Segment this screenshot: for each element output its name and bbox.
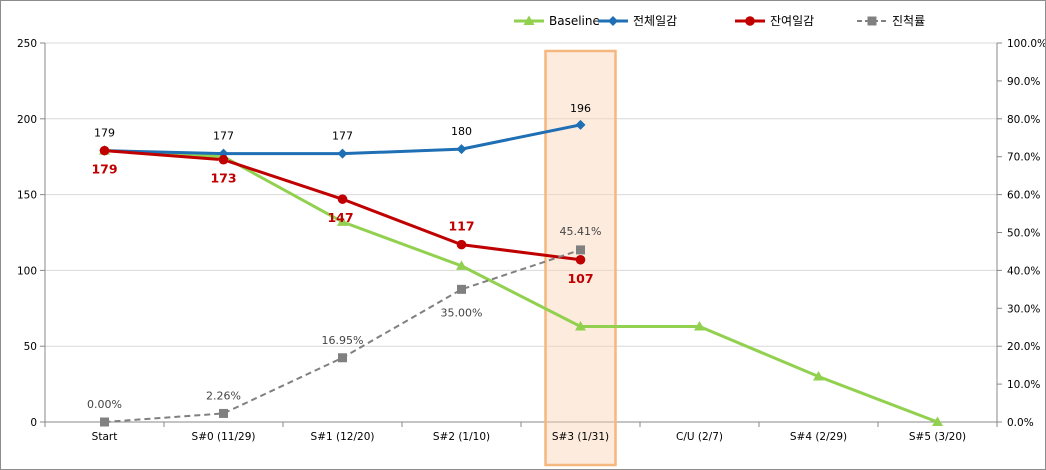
square-marker xyxy=(219,408,228,418)
y-tick-label: 200 xyxy=(17,114,37,126)
data-label: 177 xyxy=(332,130,353,143)
triangle-marker xyxy=(575,320,586,331)
triangle-marker xyxy=(694,320,705,331)
triangle-marker xyxy=(932,416,943,426)
x-tick-label: S#2 (1/10) xyxy=(433,431,490,443)
square-marker xyxy=(576,245,585,255)
circle-marker xyxy=(456,239,467,250)
square-marker xyxy=(867,16,877,26)
circle-marker xyxy=(99,145,110,156)
square-marker xyxy=(457,284,466,294)
triangle-marker xyxy=(813,371,824,381)
data-label: 45.41% xyxy=(560,225,602,238)
data-label: 107 xyxy=(567,271,593,286)
circle-marker xyxy=(218,154,229,165)
data-label: 0.00% xyxy=(87,398,122,411)
gridlines xyxy=(45,42,997,423)
y2-tick-label: 60.0% xyxy=(1007,190,1040,202)
series-markers xyxy=(99,119,943,427)
y-tick-label: 50 xyxy=(24,341,37,353)
x-tick-label: S#4 (2/29) xyxy=(790,431,847,443)
series-lines xyxy=(104,123,939,424)
circle-marker xyxy=(745,16,755,26)
data-label: 196 xyxy=(570,102,591,115)
y2-tick-label: 70.0% xyxy=(1007,152,1040,164)
y2-tick-label: 100.0% xyxy=(1007,38,1045,50)
data-label: 179 xyxy=(91,162,117,177)
legend: Baseline 전체일감 잔여일감 진척률 xyxy=(514,14,925,28)
y2-tick-label: 10.0% xyxy=(1007,379,1040,391)
diamond-marker xyxy=(456,144,467,155)
y2-tick-label: 50.0% xyxy=(1007,228,1040,240)
y-tick-label: 100 xyxy=(17,265,37,277)
axes: 0 50 100 150 200 250 0.0% 10.0% 20.0% 30.0% 40.0% 5… xyxy=(17,38,1045,443)
data-label: 16.95% xyxy=(322,334,364,347)
circle-marker xyxy=(337,194,348,204)
legend-label: 전체일감 xyxy=(633,14,677,28)
y-tick-label: 150 xyxy=(17,190,37,202)
x-tick-label: C/U (2/7) xyxy=(676,431,723,443)
data-label: 180 xyxy=(451,125,472,138)
triangle-marker xyxy=(523,15,535,25)
x-tick-label: Start xyxy=(92,431,118,443)
x-tick-label: S#1 (12/20) xyxy=(311,431,375,443)
data-label: 2.26% xyxy=(206,389,241,402)
y2-tick-label: 40.0% xyxy=(1007,265,1040,277)
diamond-marker xyxy=(608,16,618,26)
y2-tick-label: 90.0% xyxy=(1007,76,1040,88)
legend-label: Baseline xyxy=(549,14,600,28)
data-labels: 179 177 177 180 196 179 173 147 117 107 0.00% 2.26%… xyxy=(87,102,601,411)
data-label: 173 xyxy=(210,171,236,186)
triangle-marker xyxy=(456,260,467,270)
x-tick-label: S#0 (11/29) xyxy=(192,431,256,443)
legend-label: 잔여일감 xyxy=(770,14,814,28)
data-label: 179 xyxy=(94,127,115,140)
square-marker xyxy=(338,353,347,363)
diamond-marker xyxy=(337,148,348,159)
circle-marker xyxy=(575,254,586,265)
data-label: 177 xyxy=(213,130,234,143)
y-tick-label: 0 xyxy=(30,417,37,429)
x-tick-label: S#5 (3/20) xyxy=(909,431,966,443)
data-label: 117 xyxy=(448,219,474,234)
data-label: 147 xyxy=(327,210,353,225)
series-line-2 xyxy=(104,149,581,262)
legend-label: 진척률 xyxy=(892,14,925,28)
y-tick-label: 250 xyxy=(17,38,37,50)
y2-tick-label: 30.0% xyxy=(1007,303,1040,315)
square-marker xyxy=(100,417,109,427)
data-label: 35.00% xyxy=(441,306,483,319)
diamond-marker xyxy=(575,119,586,130)
triangle-marker xyxy=(337,216,348,226)
x-tick-label: S#3 (1/31) xyxy=(552,431,609,443)
y2-tick-label: 20.0% xyxy=(1007,341,1040,353)
y2-tick-label: 80.0% xyxy=(1007,114,1040,126)
series-line-0 xyxy=(104,149,939,424)
y2-tick-label: 0.0% xyxy=(1007,417,1034,429)
